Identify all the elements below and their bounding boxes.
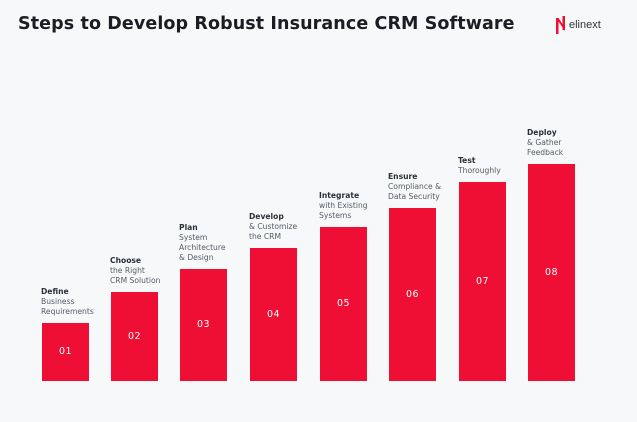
step-description-line: & Customize: [249, 222, 298, 231]
step-description-line: Data Security: [388, 192, 440, 201]
step-heading: Choose: [110, 256, 142, 265]
step-heading: Deploy: [527, 128, 557, 137]
step-heading: Define: [41, 287, 69, 296]
step-description-line: Thoroughly: [458, 166, 501, 175]
step-description-line: & Design: [179, 253, 214, 262]
step-label: Develop & Customize the CRM: [249, 212, 297, 242]
step-number: 07: [475, 275, 490, 287]
step-heading: Integrate: [319, 191, 360, 200]
step-description-line: Architecture: [179, 243, 226, 252]
step-number: 04: [266, 308, 281, 320]
step-description-line: Feedback: [527, 148, 564, 157]
step-description-line: CRM Solution: [110, 276, 161, 285]
logo-text: elinext: [569, 19, 601, 31]
step-bar: 08: [528, 164, 575, 381]
step-bar: 05: [320, 227, 367, 381]
step-number: 08: [544, 266, 559, 278]
step-description-line: System: [179, 233, 208, 242]
step-label: Choose the Right CRM Solution: [110, 256, 160, 286]
step-number: 06: [405, 288, 420, 300]
step-heading: Develop: [249, 212, 284, 221]
step-heading: Test: [458, 156, 476, 165]
step-bar: 01: [42, 323, 89, 381]
step-bar: 06: [389, 208, 436, 381]
step-description-line: Systems: [319, 211, 352, 220]
step-label: Define Business Requirements: [41, 287, 94, 317]
step-label: Test Thoroughly: [458, 156, 501, 176]
step-heading: Plan: [179, 223, 198, 232]
step-description-line: Requirements: [41, 307, 94, 316]
step-bar: 02: [111, 292, 158, 381]
page-title: Steps to Develop Robust Insurance CRM So…: [18, 14, 515, 34]
step-description-line: the CRM: [249, 232, 282, 241]
step-description-line: the Right: [110, 266, 145, 275]
step-label: Plan System Architecture & Design: [179, 223, 226, 263]
step-heading: Ensure: [388, 172, 418, 181]
step-description-line: & Gather: [527, 138, 562, 147]
step-label: Deploy & Gather Feedback: [527, 128, 563, 158]
step-bar: 07: [459, 182, 506, 381]
step-number: 05: [336, 298, 351, 309]
step-description-line: Business: [41, 297, 75, 306]
step-label: Ensure Compliance & Data Security: [388, 172, 441, 202]
step-number: 03: [196, 319, 211, 330]
step-description-line: with Existing: [319, 201, 368, 210]
step-label: Integrate with Existing Systems: [319, 191, 368, 221]
step-number: 02: [127, 330, 142, 342]
elinext-logo-icon: [556, 16, 565, 34]
step-bar: 04: [250, 248, 297, 381]
step-description-line: Compliance &: [388, 182, 442, 191]
elinext-logo: elinext: [556, 16, 601, 34]
step-number: 01: [58, 346, 73, 357]
step-bar: 03: [180, 269, 227, 381]
